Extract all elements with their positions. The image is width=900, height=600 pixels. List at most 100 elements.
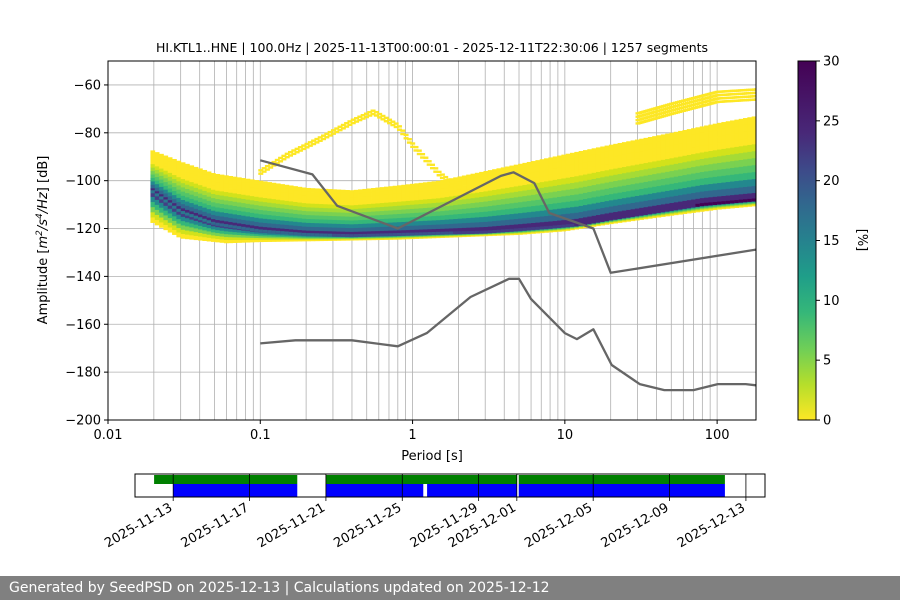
density-cell xyxy=(682,181,688,189)
density-cell xyxy=(738,139,744,147)
density-cell xyxy=(466,193,471,200)
density-cell xyxy=(379,211,385,216)
density-cell xyxy=(159,190,164,195)
density-cell xyxy=(691,180,696,187)
density-cell xyxy=(647,206,653,214)
density-cell xyxy=(496,233,502,235)
density-cell xyxy=(522,233,528,235)
density-cell xyxy=(531,223,536,230)
density-cell xyxy=(652,167,657,175)
density-cell xyxy=(535,177,541,184)
density-cell xyxy=(678,143,683,151)
density-cell xyxy=(267,215,272,220)
density-cell xyxy=(574,227,580,229)
density-cell xyxy=(384,218,389,224)
density-cell xyxy=(634,170,640,178)
density-cell xyxy=(656,135,662,143)
density-cell xyxy=(673,163,679,171)
density-cell xyxy=(358,239,363,241)
density-cell xyxy=(708,157,714,165)
density-cell xyxy=(405,209,411,214)
density-cell xyxy=(444,197,450,203)
density-cell xyxy=(236,198,242,203)
density-cell xyxy=(587,179,593,187)
colorbar-gradient xyxy=(797,60,817,421)
density-cell xyxy=(340,231,346,236)
density-cell xyxy=(396,218,402,223)
density-cell xyxy=(332,196,337,202)
density-cell xyxy=(691,210,696,212)
density-cell xyxy=(483,227,489,233)
density-cell xyxy=(652,213,657,215)
density-cell xyxy=(492,205,497,212)
density-cell xyxy=(271,236,277,239)
density-cell xyxy=(492,233,497,235)
density-cell xyxy=(284,212,290,218)
density-cell xyxy=(496,234,502,236)
density-cell xyxy=(678,212,683,214)
density-peak-cell xyxy=(500,229,506,233)
density-cell xyxy=(678,163,683,170)
density-cell xyxy=(496,225,502,232)
density-peak-cell xyxy=(621,215,627,219)
density-cell xyxy=(362,208,368,213)
density-cell xyxy=(245,231,251,234)
density-cell xyxy=(738,202,744,204)
density-peak-cell xyxy=(254,228,259,232)
density-cell xyxy=(427,203,432,209)
density-cell xyxy=(392,237,398,239)
density-cell xyxy=(751,158,756,166)
density-map xyxy=(150,88,756,244)
density-cell xyxy=(388,206,394,211)
density-cell xyxy=(150,150,156,155)
density-cell xyxy=(544,164,549,171)
density-cell xyxy=(535,199,541,206)
density-cell xyxy=(587,173,593,181)
density-cell xyxy=(375,211,381,216)
density-cell xyxy=(747,124,753,132)
density-cell xyxy=(474,202,480,208)
density-cell xyxy=(570,195,575,202)
density-cell xyxy=(669,139,675,146)
density-cell xyxy=(695,208,701,211)
density-cell xyxy=(505,234,510,236)
density-cell xyxy=(479,207,484,213)
density-cell xyxy=(652,136,657,143)
density-cell xyxy=(323,192,329,197)
y-tick-label: −140 xyxy=(65,270,101,285)
colorbar-tick-label: 30 xyxy=(823,55,840,70)
density-cell xyxy=(180,200,186,205)
density-cell xyxy=(267,210,272,216)
density-peak-cell xyxy=(479,230,484,234)
density-cell xyxy=(595,196,601,204)
density-cell xyxy=(384,238,389,240)
density-cell xyxy=(211,210,216,216)
density-outlier-cell xyxy=(754,94,756,98)
density-cell xyxy=(310,230,316,236)
density-cell xyxy=(440,215,445,221)
density-cell xyxy=(608,200,614,207)
density-cell xyxy=(150,177,156,182)
density-cell xyxy=(669,212,675,214)
density-cell xyxy=(617,220,623,223)
density-cell xyxy=(604,222,610,224)
density-cell xyxy=(185,209,190,215)
density-cell xyxy=(154,194,160,201)
density-cell xyxy=(652,216,657,219)
density-cell xyxy=(198,197,203,203)
density-cell xyxy=(371,188,376,193)
density-cell xyxy=(717,204,722,206)
density-cell xyxy=(215,236,221,240)
density-cell xyxy=(669,177,675,185)
density-cell xyxy=(535,165,541,172)
density-cell xyxy=(492,200,497,206)
density-cell xyxy=(630,152,636,160)
density-cell xyxy=(185,168,190,173)
density-cell xyxy=(595,171,601,179)
x-axis-ticks: 0.01 0.1 1 10 100 xyxy=(94,420,730,443)
density-cell xyxy=(526,231,532,233)
density-cell xyxy=(479,217,484,223)
density-cell xyxy=(682,212,688,215)
density-cell xyxy=(743,131,748,140)
density-cell xyxy=(574,212,580,220)
